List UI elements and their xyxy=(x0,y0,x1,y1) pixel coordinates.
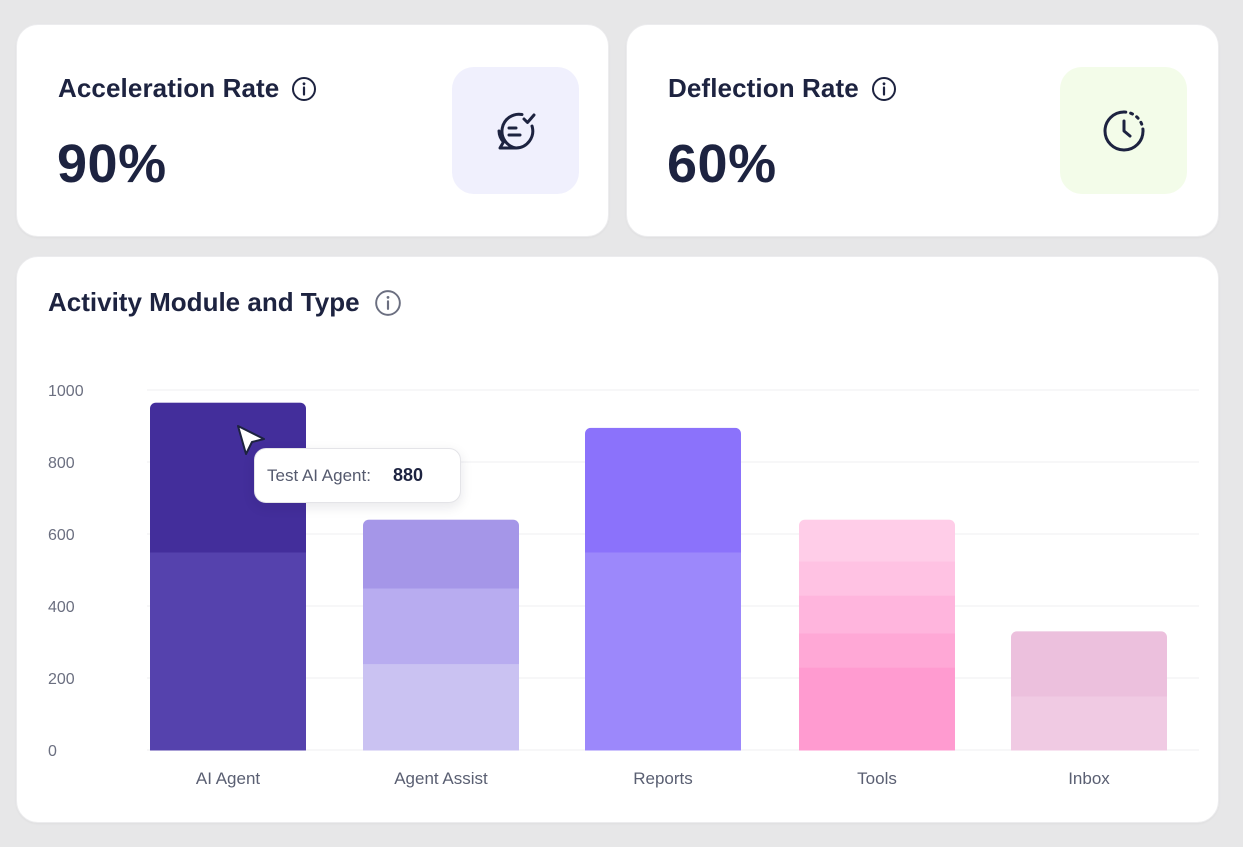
bar-inbox[interactable] xyxy=(1011,631,1167,751)
y-tick-label: 200 xyxy=(48,671,75,688)
bar-segment[interactable] xyxy=(799,633,955,668)
info-icon[interactable] xyxy=(291,76,317,102)
bar-segment[interactable] xyxy=(363,519,519,589)
x-tick-label: Tools xyxy=(857,769,897,788)
info-icon[interactable] xyxy=(871,76,897,102)
bar-tools[interactable] xyxy=(799,519,955,751)
chart-title: Activity Module and Type xyxy=(48,287,402,318)
clock-icon xyxy=(1103,110,1144,151)
tooltip-value: 880 xyxy=(392,465,424,485)
bar-segment[interactable] xyxy=(150,552,306,751)
deflection-rate-card: Deflection Rate 60% xyxy=(626,24,1219,237)
kpi-icon-box xyxy=(1060,67,1187,194)
kpi-icon-box xyxy=(452,67,579,194)
chart-tooltip: Test AI Agent: 880 xyxy=(254,448,461,503)
y-tick-label: 800 xyxy=(48,455,75,472)
cursor-pointer-icon xyxy=(237,425,265,455)
bar-segment[interactable] xyxy=(585,552,741,751)
kpi-title: Deflection Rate xyxy=(668,73,897,104)
bar-segment[interactable] xyxy=(799,561,955,596)
bar-ai-agent[interactable] xyxy=(150,402,306,751)
bar-segment[interactable] xyxy=(1011,696,1167,751)
bar-reports[interactable] xyxy=(585,427,741,751)
kpi-value: 60% xyxy=(667,134,777,194)
y-tick-label: 600 xyxy=(48,527,75,544)
activity-chart-card: Activity Module and Type 0 200 400 600 800 10… xyxy=(16,256,1219,823)
acceleration-rate-card: Acceleration Rate 90% xyxy=(16,24,609,237)
kpi-title-text: Acceleration Rate xyxy=(58,73,280,103)
bar-agent-assist[interactable] xyxy=(363,519,519,751)
bar-segment[interactable] xyxy=(799,519,955,562)
kpi-title-text: Deflection Rate xyxy=(668,73,859,103)
y-tick-label: 0 xyxy=(48,743,57,760)
bar-segment[interactable] xyxy=(363,588,519,665)
bar-segment[interactable] xyxy=(799,595,955,634)
bar-segment[interactable] xyxy=(799,667,955,751)
info-icon[interactable] xyxy=(374,289,402,317)
bar-segment[interactable] xyxy=(1011,631,1167,697)
x-tick-label: Inbox xyxy=(1068,769,1110,788)
y-tick-label: 1000 xyxy=(48,383,84,400)
y-tick-label: 400 xyxy=(48,599,75,616)
bar-segment[interactable] xyxy=(585,427,741,553)
chart-title-text: Activity Module and Type xyxy=(48,287,360,317)
kpi-title: Acceleration Rate xyxy=(58,73,317,104)
x-tick-label: Reports xyxy=(633,769,693,788)
x-tick-label: AI Agent xyxy=(196,769,261,788)
tooltip-label: Test AI Agent: xyxy=(267,465,371,485)
bar-segment[interactable] xyxy=(363,663,519,751)
bar-chart: 0 200 400 600 800 1000 AI Agent Agent Assist Rep… xyxy=(48,383,1199,788)
x-tick-label: Agent Assist xyxy=(394,769,488,788)
kpi-value: 90% xyxy=(57,134,167,194)
chat-check-icon xyxy=(497,112,535,149)
